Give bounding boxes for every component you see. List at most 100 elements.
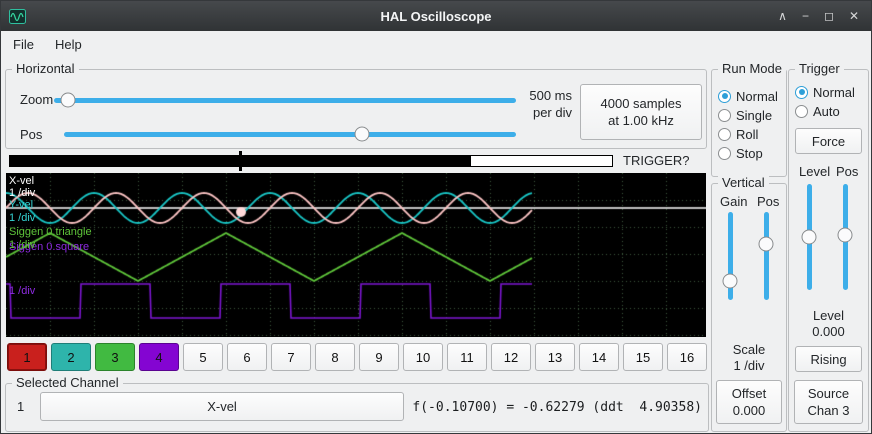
trigger-edge-button[interactable]: Rising [795,346,862,372]
zoom-slider[interactable] [54,91,516,109]
timebase-unit: per div [532,105,572,120]
vertical-group: Vertical Gain Pos Scale 1 /div Offset 0.… [711,175,787,432]
trigger-normal-radio[interactable]: Normal [795,84,855,100]
channel-button-6[interactable]: 6 [227,343,267,371]
samples-count: 4000 samples [600,96,682,111]
minimize-icon[interactable]: − [801,9,809,23]
horizontal-group: Horizontal Zoom 500 ms per div 4000 samp… [5,61,707,149]
channel-button-11[interactable]: 11 [447,343,487,371]
scale-caption: Scale [732,342,766,357]
radio-dot [718,89,731,103]
scope-display[interactable]: X-vel 1 /div Y-vel 1 /div Siggen 0.triangle S… [6,173,706,337]
channel-button-12[interactable]: 12 [491,343,531,371]
channel-button-10[interactable]: 10 [403,343,443,371]
hpos-slider-handle[interactable] [354,126,370,142]
channel-button-16[interactable]: 16 [667,343,707,371]
trigger-position-marker[interactable] [238,151,242,171]
vertical-pos-slider[interactable] [758,212,774,300]
app-icon [9,8,26,24]
trigger-level-slider[interactable] [801,184,817,290]
vertical-gain-label: Gain [720,194,748,209]
slider-track [64,131,516,137]
capture-position-bar[interactable] [9,151,613,171]
close-icon[interactable]: ✕ [848,9,859,23]
selected-channel-number: 1 [17,399,25,414]
vertical-gain-handle[interactable] [722,273,738,289]
radio-dot [718,108,731,122]
channel-button-2[interactable]: 2 [51,343,91,371]
trigger-pos-handle[interactable] [837,227,853,243]
source-caption: Source [807,386,850,401]
radio-label: Stop [736,145,763,161]
scope-label: 1 /div [9,285,36,297]
channel-button-9[interactable]: 9 [359,343,399,371]
channel-button-row: 1 2 3 4 5 6 7 8 9 10 11 12 13 14 15 16 [7,343,707,371]
radio-label: Normal [813,84,855,100]
scope-canvas [6,173,706,337]
trigger-level-col-label: Level [799,164,831,179]
menu-help[interactable]: Help [54,36,82,52]
channel-button-14[interactable]: 14 [579,343,619,371]
vertical-gain-slider[interactable] [722,212,738,300]
scope-label: X-vel [9,175,35,187]
channel-name-button[interactable]: X-vel [40,392,404,421]
slider-track [727,212,733,300]
offset-value: 0.000 [732,403,766,418]
trigger-level-handle[interactable] [801,229,817,245]
channel-button-4[interactable]: 4 [139,343,179,371]
slider-track [54,97,516,103]
timebase-readout: 500 ms per div [506,87,572,121]
radio-dot [795,104,808,118]
source-value: Chan 3 [807,403,850,418]
offset-caption: Offset [731,386,767,401]
trigger-source-button[interactable]: Source Chan 3 [794,380,863,424]
channel-button-8[interactable]: 8 [315,343,355,371]
channel-button-1[interactable]: 1 [7,343,47,371]
menubar: File Help [1,31,871,57]
samples-rate: at 1.00 kHz [608,113,674,128]
window-title: HAL Oscilloscope [380,8,492,24]
horizontal-group-label: Horizontal [12,61,79,76]
vertical-group-label: Vertical [718,175,769,190]
zoom-slider-handle[interactable] [60,92,76,108]
trigger-status-label: TRIGGER? [623,153,690,168]
maximize-icon[interactable]: ◻ [823,9,834,23]
runmode-normal-radio[interactable]: Normal [718,88,778,104]
trigger-auto-radio[interactable]: Auto [795,103,840,119]
force-button[interactable]: Force [795,128,862,154]
radio-label: Roll [736,126,759,142]
trigger-level-value: 0.000 [812,324,845,339]
trigger-group: Trigger Normal Auto Force Level Pos Leve… [788,61,869,432]
vertical-pos-handle[interactable] [758,236,774,252]
hpos-label: Pos [20,127,43,142]
shade-icon[interactable]: ∧ [778,9,787,23]
window-controls: ∧ − ◻ ✕ [778,1,871,31]
menu-file[interactable]: File [13,36,34,52]
trigger-pos-col-label: Pos [836,164,859,179]
scope-label: 1 /div [9,212,36,224]
radio-dot [795,85,808,99]
channel-readout: f(-0.10700) = -0.62279 (ddt 4.90358) [412,400,702,415]
runmode-single-radio[interactable]: Single [718,107,772,123]
trigger-pos-slider[interactable] [837,184,853,290]
vertical-pos-label: Pos [757,194,780,209]
offset-button[interactable]: Offset 0.000 [716,380,782,424]
runmode-roll-radio[interactable]: Roll [718,126,758,142]
runmode-stop-radio[interactable]: Stop [718,145,763,161]
channel-button-5[interactable]: 5 [183,343,223,371]
radio-label: Auto [813,103,840,119]
hpos-slider[interactable] [64,124,516,144]
channel-button-15[interactable]: 15 [623,343,663,371]
channel-button-13[interactable]: 13 [535,343,575,371]
scope-label: Siggen 0.square [9,241,90,253]
zoom-label: Zoom [20,92,54,107]
radio-label: Normal [736,88,778,104]
channel-button-7[interactable]: 7 [271,343,311,371]
selected-channel-group-label: Selected Channel [12,375,123,390]
run-mode-group: Run Mode Normal Single Roll Stop [711,61,787,177]
channel-button-3[interactable]: 3 [95,343,135,371]
timebase-value: 500 ms [529,88,572,103]
selected-channel-group: Selected Channel 1 X-vel f(-0.10700) = -… [5,375,709,432]
samples-button[interactable]: 4000 samples at 1.00 kHz [580,84,702,140]
